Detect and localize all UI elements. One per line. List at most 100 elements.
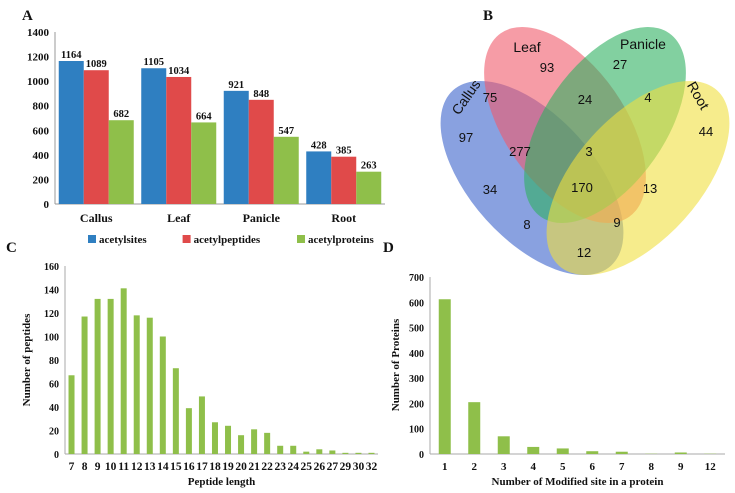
bar	[329, 450, 336, 454]
bar	[342, 452, 349, 454]
bar	[198, 396, 205, 454]
y-tick-label: 80	[49, 356, 59, 367]
x-tick-label: 11	[118, 461, 129, 473]
y-tick-label: 20	[49, 427, 59, 438]
y-tick-label: 100	[409, 425, 424, 436]
bar	[438, 299, 451, 454]
y-tick-label: 40	[49, 403, 59, 414]
venn-region-value: 34	[483, 182, 497, 197]
venn-region-value: 93	[540, 60, 554, 75]
x-tick-label: 21	[248, 461, 260, 473]
venn-set-root	[546, 80, 730, 276]
x-tick-label: 2	[472, 461, 478, 473]
x-tick-label: 13	[144, 461, 156, 473]
x-tick-label: 8	[649, 461, 655, 473]
x-tick-label: 25	[301, 461, 313, 473]
venn-region-value: 44	[699, 124, 713, 139]
bar	[68, 375, 75, 454]
bar-acetylproteins	[273, 136, 299, 204]
x-tick-label: 22	[261, 461, 273, 473]
y-tick-label: 300	[409, 374, 424, 385]
bar-acetylproteins	[356, 171, 382, 204]
bar	[264, 432, 271, 454]
x-tick-label: 8	[82, 461, 88, 473]
y-tick-label: 160	[44, 262, 59, 273]
data-label: 385	[336, 146, 352, 157]
x-tick-label: 1	[442, 461, 448, 473]
bar-acetylsites	[223, 90, 249, 204]
data-label: 682	[113, 109, 129, 120]
data-label: 1034	[168, 66, 190, 77]
y-tick-label: 1200	[27, 52, 50, 64]
bar-acetylpeptides	[331, 156, 357, 204]
bar-acetylpeptides	[83, 70, 109, 204]
bar	[316, 449, 323, 454]
x-tick-label: 18	[209, 461, 221, 473]
x-tick-label: 17	[196, 461, 208, 473]
venn-region-value: 3	[585, 144, 592, 159]
x-tick-label: 9	[95, 461, 101, 473]
bar	[225, 425, 232, 454]
venn-region-value: 4	[644, 90, 651, 105]
data-label: 1105	[144, 57, 164, 68]
bar	[185, 408, 192, 454]
bar	[303, 451, 310, 454]
bar	[468, 402, 481, 454]
bar-acetylpeptides	[248, 99, 274, 204]
legend-label: acetylpeptides	[194, 234, 261, 246]
chart-c: 0 20 40 60 80 100 120 140 160 7 8 9 10 11 12 13 14 15 16 17…	[21, 262, 378, 488]
bar	[146, 317, 153, 454]
y-axis-title: Number of peptides	[21, 313, 33, 406]
legend-label: acetylproteins	[308, 234, 375, 246]
legend-swatch	[297, 235, 305, 243]
venn-region-value: 24	[578, 92, 592, 107]
y-tick-label: 400	[409, 349, 424, 360]
bar	[556, 448, 569, 454]
x-tick-label: 12	[131, 461, 143, 473]
data-label: 1164	[61, 50, 82, 61]
bar	[674, 452, 687, 454]
x-tick-label: 3	[501, 461, 507, 473]
y-tick-label: 0	[54, 450, 59, 461]
x-tick-label: 26	[314, 461, 326, 473]
data-label: 848	[253, 89, 269, 100]
bar	[159, 336, 166, 454]
bar	[586, 451, 599, 454]
x-tick-label: Callus	[80, 211, 113, 225]
venn-region-value: 12	[577, 245, 591, 260]
venn-label-panicle: Panicle	[620, 36, 666, 52]
x-tick-label: 12	[705, 461, 717, 473]
bar-acetylsites	[306, 151, 332, 204]
bar	[277, 445, 284, 454]
x-tick-label: 23	[274, 461, 286, 473]
panel-label-c: C	[6, 240, 17, 256]
y-tick-label: 800	[33, 101, 50, 113]
venn-region-value: 277	[509, 144, 531, 159]
y-tick-label: 200	[409, 399, 424, 410]
data-label: 428	[311, 140, 327, 151]
bar	[251, 429, 258, 454]
venn-region-value: 97	[459, 130, 473, 145]
legend-swatch	[88, 235, 96, 243]
x-tick-label: 7	[69, 461, 75, 473]
y-tick-label: 100	[44, 333, 59, 344]
data-label: 263	[361, 161, 377, 172]
venn-region-value: 170	[571, 180, 593, 195]
y-tick-label: 120	[44, 309, 59, 320]
bar-acetylproteins	[191, 122, 217, 204]
data-label: 547	[278, 126, 294, 137]
venn-region-value: 75	[483, 90, 497, 105]
x-tick-label: 10	[105, 461, 117, 473]
y-tick-label: 500	[409, 324, 424, 335]
data-label: 1089	[86, 59, 107, 70]
bar-acetylpeptides	[166, 76, 192, 204]
bar	[355, 452, 362, 454]
y-tick-label: 1000	[27, 76, 50, 88]
x-tick-label: 15	[170, 461, 182, 473]
x-tick-label: 14	[157, 461, 169, 473]
y-tick-label: 200	[33, 174, 50, 186]
bar	[290, 445, 297, 454]
